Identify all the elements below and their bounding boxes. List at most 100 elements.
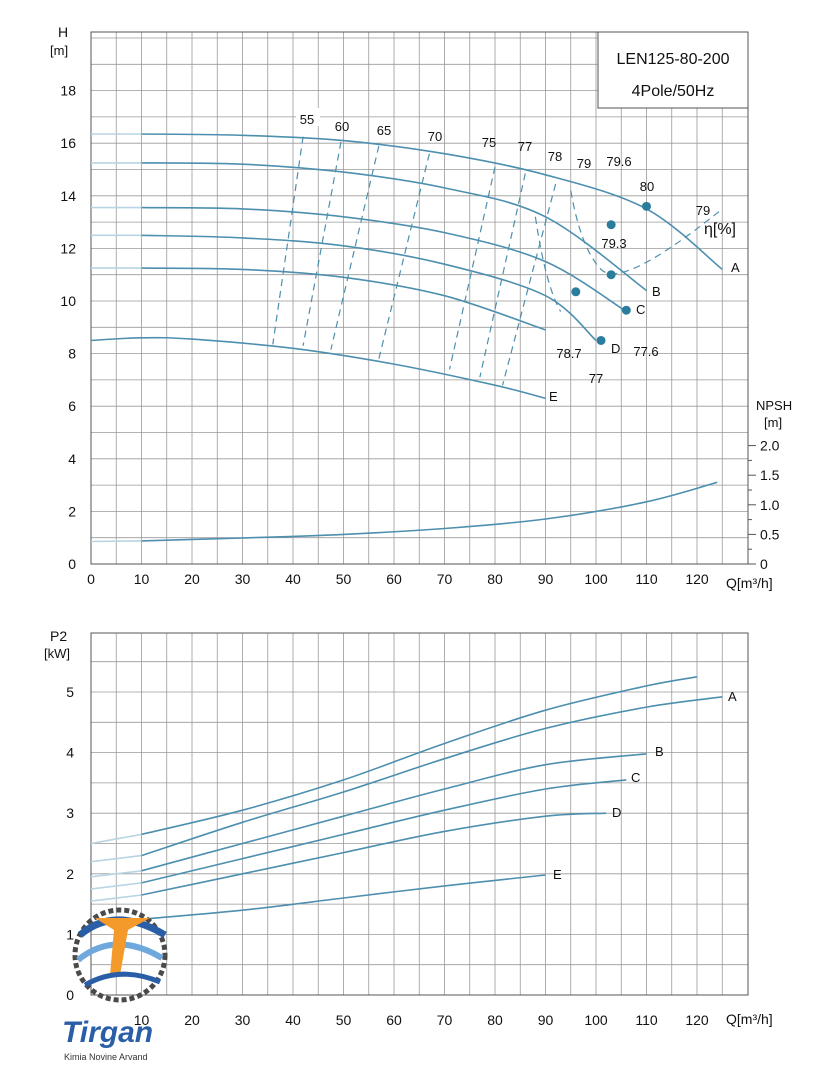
model-name: LEN125-80-200 (617, 51, 730, 68)
eff-label-70: 70 (428, 129, 442, 144)
npsh-tick-label: 0.5 (760, 526, 780, 542)
power-x-tick-label: 40 (285, 1012, 301, 1028)
power-curve-fade-c (90, 882, 142, 890)
efficiency-isolines (272, 136, 723, 386)
head-axis-title: H (58, 24, 68, 40)
head-curve-label-a: A (731, 260, 740, 275)
npsh-tick-label: 0 (760, 556, 768, 572)
npsh-axis-unit: [m] (764, 415, 782, 430)
head-curve-f (90, 336, 546, 400)
logo-t-mark (95, 918, 150, 975)
power-x-tick-label: 110 (635, 1012, 658, 1028)
power-curve-fade-top (90, 833, 142, 845)
npsh-curve-group (90, 481, 718, 543)
power-y-tick-label: 3 (66, 805, 74, 821)
power-curve-fade-d (90, 894, 142, 902)
logo-tagline: Kimia Novine Arvand (64, 1052, 148, 1062)
power-curve-top (141, 676, 698, 836)
head-x-tick-label: 20 (184, 571, 200, 587)
power-curve-label-c: C (631, 770, 640, 785)
head-x-tick-label: 40 (285, 571, 301, 587)
power-x-tick-label: 20 (184, 1012, 200, 1028)
bep-dot (642, 201, 651, 211)
power-curve-fade-a (90, 854, 142, 863)
power-curve-b (141, 753, 647, 872)
head-curve-label-e: E (549, 389, 558, 404)
eff-label-65: 65 (377, 123, 391, 138)
head-x-tick-label: 90 (538, 571, 554, 587)
power-curve-d (141, 812, 607, 896)
tirgan-logo: Tirgan Kimia Novine Arvand (62, 907, 168, 1062)
head-curves (90, 133, 723, 400)
eff-label-78-7: 78.7 (556, 346, 581, 361)
head-x-axis-title: Q[m³/h] (726, 575, 773, 591)
head-x-tick-label: 110 (635, 571, 658, 587)
efficiency-isoline-79 (570, 190, 723, 275)
eff-label-80: 80 (640, 179, 654, 194)
power-x-axis-title: Q[m³/h] (726, 1011, 773, 1027)
power-y-tick-label: 2 (66, 866, 74, 882)
bep-dot (621, 305, 631, 315)
power-x-tick-label: 80 (487, 1012, 503, 1028)
power-curve-a (141, 696, 723, 857)
power-y-tick-label: 0 (66, 987, 74, 1003)
bep-dot (606, 220, 616, 230)
efficiency-title: η[%] (704, 221, 736, 238)
head-x-tick-label: 10 (134, 571, 150, 587)
bep-dot (596, 335, 606, 345)
power-x-tick-label: 100 (584, 1012, 608, 1028)
head-curve-label-c: C (636, 302, 645, 317)
head-x-ticks: 0 10 20 30 40 50 60 70 80 90 100 110 120 (87, 571, 709, 587)
head-chart: 0 10 20 30 40 50 60 70 80 90 100 110 120 0 2 4 6 8 10 12 14… (50, 24, 792, 591)
npsh-axis-title: NPSH (756, 398, 792, 413)
head-x-tick-label: 120 (685, 571, 709, 587)
head-curve-a (141, 133, 723, 271)
power-x-tick-label: 50 (336, 1012, 352, 1028)
power-grid (90, 633, 748, 996)
power-x-tick-label: 10 (134, 1012, 150, 1028)
head-y-tick-label: 14 (60, 188, 76, 204)
npsh-tick-label: 2.0 (760, 438, 780, 454)
head-x-tick-label: 70 (437, 571, 453, 587)
efficiency-isoline (378, 153, 430, 360)
eff-label-78: 78 (548, 149, 562, 164)
eff-label-79-3: 79.3 (601, 236, 626, 251)
efficiency-isoline-78-7 (534, 216, 562, 312)
power-x-tick-label: 30 (235, 1012, 251, 1028)
head-x-tick-label: 0 (87, 571, 95, 587)
head-x-tick-label: 50 (336, 571, 352, 587)
power-curve-c (141, 779, 627, 884)
power-y-tick-label: 1 (66, 926, 74, 942)
power-curve-label-e: E (553, 867, 562, 882)
power-x-tick-label: 120 (685, 1012, 709, 1028)
npsh-curve (141, 481, 718, 542)
bep-dot (606, 270, 616, 280)
power-curve-label-d: D (612, 805, 621, 820)
eff-label-75: 75 (482, 135, 496, 150)
power-curve-label-a: A (728, 689, 737, 704)
power-axis-title: P2 (50, 628, 67, 644)
head-plot-frame (90, 31, 749, 565)
power-x-ticks: 10 20 30 40 50 60 70 80 90 100 110 120 (134, 1012, 709, 1028)
head-curve-c (141, 206, 627, 313)
power-x-tick-label: 90 (538, 1012, 554, 1028)
npsh-tick-label: 1.0 (760, 497, 780, 513)
power-plot-frame (90, 632, 749, 996)
head-y-tick-label: 8 (68, 346, 76, 362)
head-y-tick-label: 10 (60, 293, 76, 309)
head-y-tick-label: 4 (68, 451, 76, 467)
logo-brand: Tirgan (62, 1016, 153, 1049)
efficiency-isoline (330, 145, 380, 350)
head-y-tick-label: 12 (60, 240, 76, 256)
efficiency-isoline (448, 166, 496, 370)
power-curve-e (141, 874, 546, 921)
eff-label-79-6: 79.6 (606, 154, 631, 169)
power-x-tick-label: 70 (437, 1012, 453, 1028)
head-x-tick-label: 30 (235, 571, 251, 587)
head-y-tick-label: 6 (68, 398, 76, 414)
eff-label-77-bottom: 77 (589, 371, 603, 386)
efficiency-isoline (302, 141, 342, 346)
head-curve-d (141, 234, 597, 341)
power-y-tick-label: 4 (66, 745, 74, 761)
